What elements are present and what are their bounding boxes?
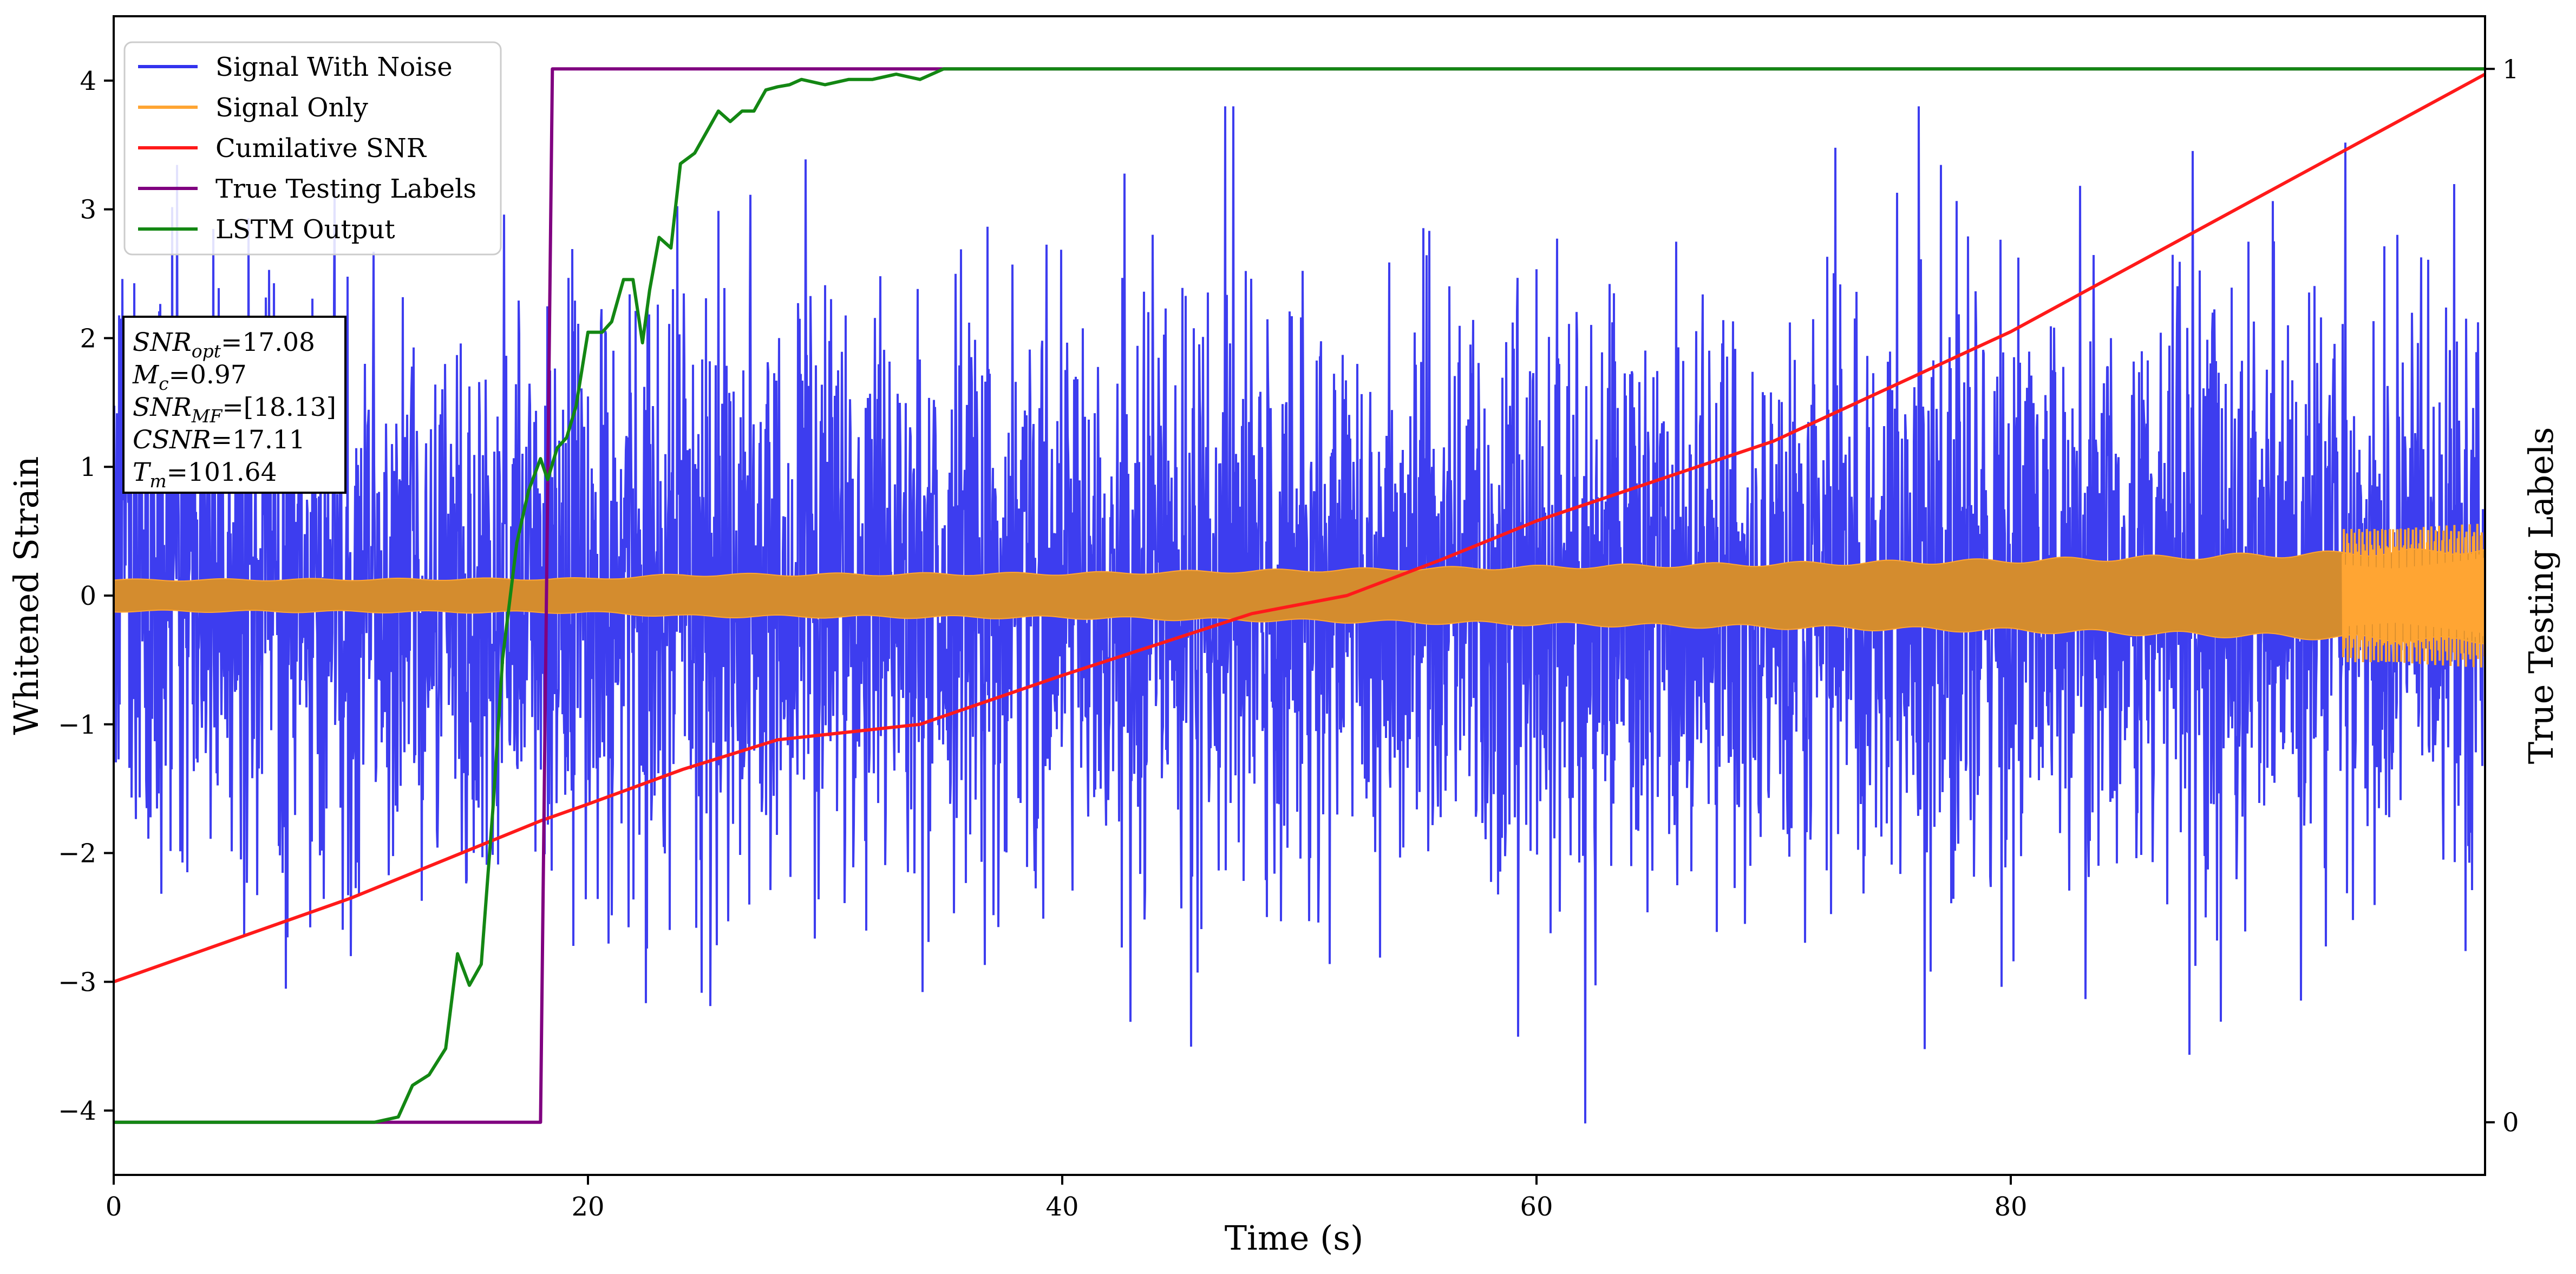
annotation-line: Mc=0.97 (132, 360, 247, 394)
y-left-tick-label: −4 (58, 1096, 96, 1126)
x-axis-label: Time (s) (1225, 1218, 1364, 1258)
annotation-line: SNRMF=[18.13] (133, 393, 336, 427)
signal-only-chirp (2342, 523, 2485, 668)
legend-label: LSTM Output (215, 214, 395, 245)
annotation-frame (122, 316, 346, 494)
y-left-tick-label: −1 (58, 710, 96, 740)
x-tick-label: 0 (106, 1192, 122, 1222)
x-tick-label: 20 (571, 1192, 604, 1222)
y-left-tick-label: 0 (80, 581, 96, 611)
legend-label: Signal With Noise (215, 52, 453, 82)
y-left-tick-label: −2 (58, 839, 96, 869)
y-left-tick-label: 3 (80, 195, 96, 225)
series-cumulative-snr (114, 73, 2485, 984)
y-axis-label-right: True Testing Labels (2521, 427, 2561, 765)
y-left-tick-label: 2 (80, 323, 96, 354)
annotation-line: SNRopt=17.08 (133, 328, 315, 362)
y-right-tick-label: 0 (2502, 1108, 2519, 1138)
legend-label: Signal Only (215, 93, 368, 123)
y-axis-label-left: Whitened Strain (6, 456, 46, 735)
y-right-tick-label: 1 (2502, 54, 2519, 84)
y-axis-left: −4 −3 −2 −1 0 1 2 3 4 (58, 66, 114, 1126)
y-left-tick-label: −3 (58, 967, 96, 997)
cumulative-snr-line (114, 73, 2485, 984)
series-lstm-output (114, 67, 2485, 1124)
x-tick-label: 60 (1520, 1192, 1553, 1222)
legend: Signal With Noise Signal Only Cumilative S… (123, 41, 502, 256)
series-signal-only (114, 523, 2485, 668)
legend-box (123, 41, 502, 256)
signal-only-band (114, 548, 2485, 645)
annotation-line: CSNR=17.11 (133, 425, 305, 455)
signal-with-noise-line (114, 106, 2485, 1123)
y-left-tick-label: 1 (80, 452, 96, 482)
annotation-box: SNRopt=17.08Mc=0.97SNRMF=[18.13]CSNR=17.… (122, 316, 346, 494)
y-left-tick-label: 4 (80, 66, 96, 96)
series-signal-with-noise (114, 106, 2485, 1123)
annotation-line: Tm=101.64 (133, 458, 277, 492)
lstm-output-line (114, 67, 2485, 1124)
x-tick-label: 80 (1994, 1192, 2027, 1222)
plot-area (114, 67, 2485, 1124)
x-axis: 0 20 40 60 80 (106, 1175, 2028, 1222)
y-axis-right: 01 (2485, 54, 2519, 1138)
legend-label: True Testing Labels (215, 174, 476, 204)
legend-label: Cumilative SNR (215, 133, 427, 164)
x-tick-label: 40 (1045, 1192, 1078, 1222)
